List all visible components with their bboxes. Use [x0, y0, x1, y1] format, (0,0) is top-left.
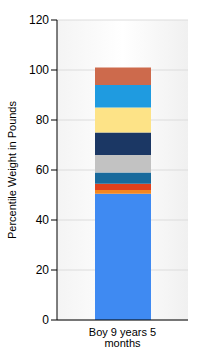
svg-text:80: 80 [36, 113, 50, 127]
svg-text:0: 0 [42, 313, 49, 327]
svg-text:120: 120 [29, 13, 49, 27]
svg-text:60: 60 [36, 163, 50, 177]
svg-text:Percentile Weight in Pounds: Percentile Weight in Pounds [6, 101, 18, 239]
svg-text:40: 40 [36, 213, 50, 227]
svg-text:20: 20 [36, 263, 50, 277]
svg-text:100: 100 [29, 63, 49, 77]
svg-text:Boy 9 years 5months: Boy 9 years 5months [89, 326, 156, 349]
